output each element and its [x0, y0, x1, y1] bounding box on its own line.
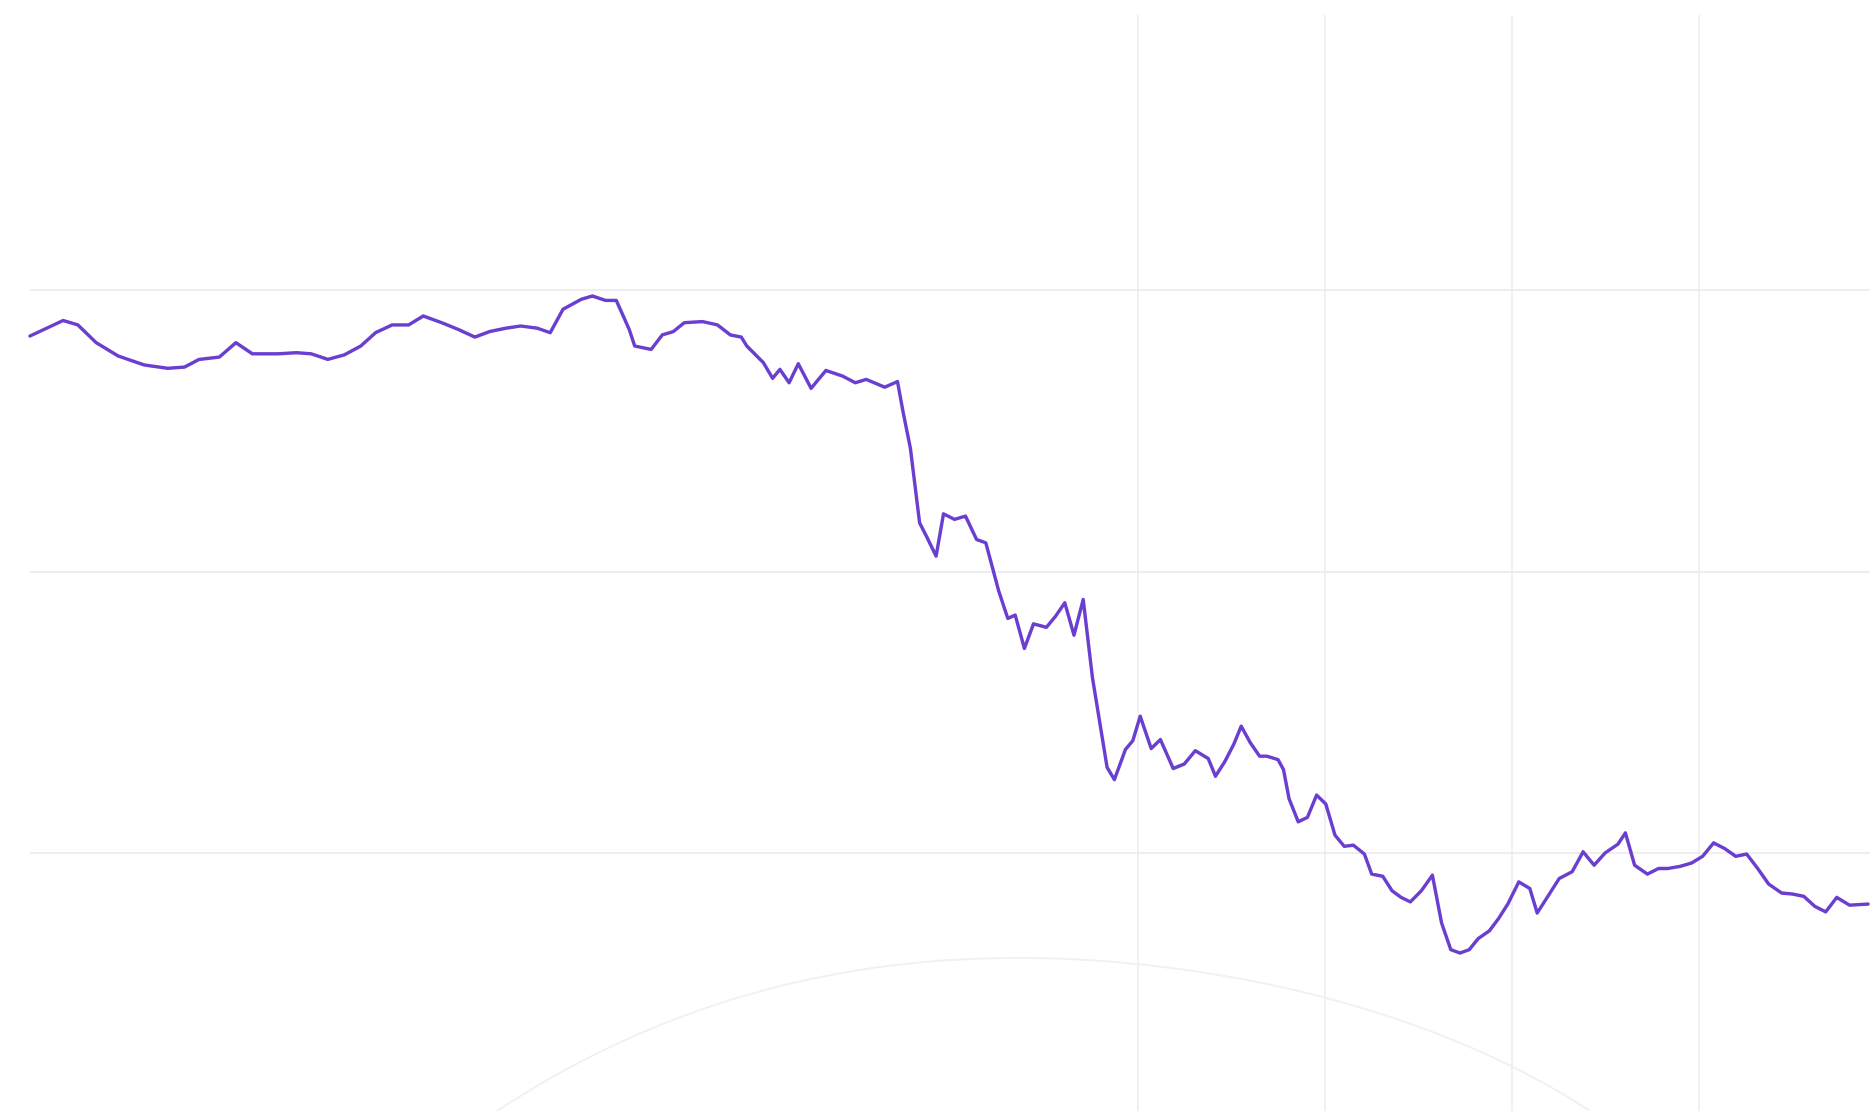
chart-grid	[30, 15, 1870, 1111]
background-arc	[496, 956, 1591, 1112]
series-line-1	[28, 294, 1870, 955]
series-group	[28, 294, 1870, 955]
